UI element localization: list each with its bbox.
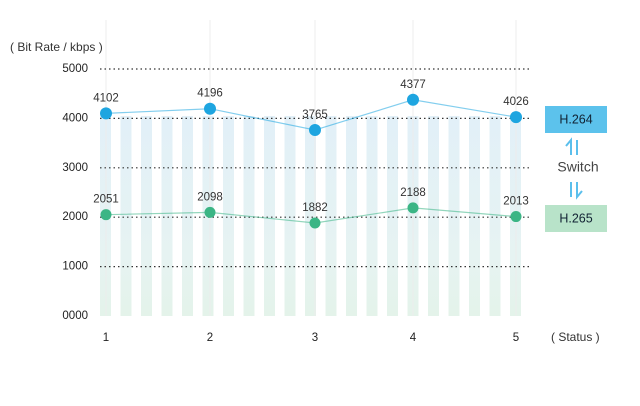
data-point <box>407 202 419 214</box>
data-point <box>510 211 522 223</box>
legend-box <box>545 205 607 232</box>
data-label: 4377 <box>400 79 426 91</box>
data-label: 2188 <box>400 187 426 199</box>
data-label: 4026 <box>503 96 529 108</box>
switch-label: Switch <box>557 159 598 175</box>
y-tick-label: 3000 <box>62 162 88 174</box>
legend-label: H.265 <box>559 211 592 225</box>
data-label: 2098 <box>197 191 223 203</box>
y-tick-label: 4000 <box>62 112 88 124</box>
y-tick-label: 0000 <box>62 310 88 322</box>
data-label: 3765 <box>302 109 328 121</box>
y-axis-title: ( Bit Rate / kbps ) <box>10 40 103 54</box>
x-axis-title: ( Status ) <box>551 330 600 344</box>
data-point <box>309 124 321 137</box>
legend-box <box>545 106 607 133</box>
data-label: 4196 <box>197 88 223 100</box>
data-label: 1882 <box>302 202 328 214</box>
data-point <box>309 217 321 229</box>
x-tick-label: 2 <box>207 332 213 344</box>
data-point <box>100 209 112 221</box>
y-tick-label: 1000 <box>62 261 88 273</box>
data-point <box>100 107 112 120</box>
data-point <box>204 206 216 218</box>
data-label: 2051 <box>93 194 119 206</box>
y-tick-label: 5000 <box>62 63 88 75</box>
x-tick-label: 5 <box>513 332 519 344</box>
data-label: 4102 <box>93 92 119 104</box>
background-stripes <box>100 116 524 316</box>
x-tick-label: 3 <box>312 332 318 344</box>
x-tick-label: 4 <box>410 332 417 344</box>
switch-arrows <box>565 137 583 200</box>
x-tick-label: 1 <box>103 332 109 344</box>
data-point <box>407 93 419 106</box>
data-point <box>204 102 216 115</box>
data-label: 2013 <box>503 196 529 208</box>
y-tick-label: 2000 <box>62 211 88 223</box>
legend-label: H.264 <box>559 112 592 126</box>
data-point <box>510 111 522 124</box>
